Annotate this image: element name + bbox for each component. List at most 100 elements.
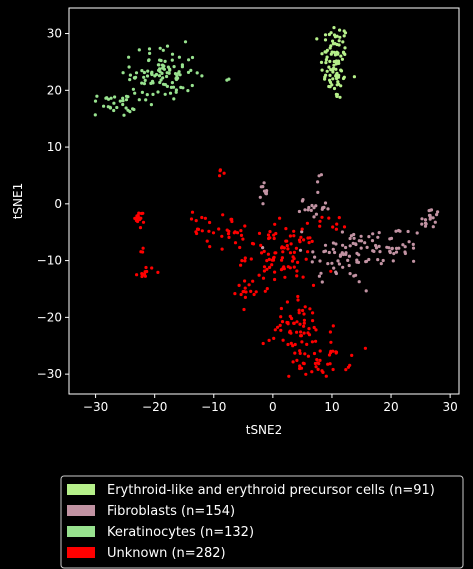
- data-point: [266, 233, 271, 237]
- data-point: [264, 190, 268, 194]
- data-point: [297, 209, 301, 214]
- data-point: [403, 251, 407, 256]
- data-point: [371, 249, 375, 253]
- data-point: [268, 265, 272, 269]
- data-point: [262, 181, 266, 185]
- data-point: [121, 96, 125, 100]
- data-point: [394, 246, 399, 250]
- legend: Erythroid-like and erythroid precursor c…: [60, 475, 464, 569]
- data-point: [170, 81, 174, 85]
- data-point: [323, 33, 328, 37]
- data-point: [112, 101, 116, 105]
- data-point: [340, 230, 344, 234]
- data-point: [165, 74, 169, 79]
- data-point: [332, 86, 337, 91]
- data-point: [318, 358, 322, 362]
- data-point: [331, 225, 335, 229]
- data-point: [165, 44, 170, 48]
- data-point: [243, 259, 247, 263]
- data-point: [285, 244, 289, 248]
- data-point: [239, 292, 243, 297]
- data-point: [348, 236, 352, 241]
- data-point: [318, 349, 322, 353]
- data-point: [268, 236, 272, 240]
- data-point: [378, 250, 382, 254]
- data-point: [348, 363, 352, 367]
- data-point: [142, 75, 146, 79]
- data-point: [332, 266, 336, 270]
- data-point: [326, 362, 330, 366]
- data-point: [428, 208, 432, 212]
- data-point: [112, 108, 116, 113]
- data-point: [126, 108, 130, 112]
- data-point: [273, 222, 277, 226]
- legend-box: [60, 475, 464, 569]
- data-point: [327, 32, 331, 37]
- x-tick-label: 30: [442, 400, 457, 414]
- data-point: [411, 246, 416, 250]
- data-point: [286, 247, 290, 251]
- data-point: [338, 35, 342, 39]
- data-point: [284, 239, 288, 243]
- data-point: [314, 339, 318, 343]
- data-point: [289, 341, 293, 345]
- y-tick-label: 10: [47, 140, 62, 154]
- data-point: [273, 277, 277, 282]
- data-point: [278, 216, 282, 220]
- data-point: [233, 292, 237, 296]
- data-point: [300, 230, 304, 234]
- data-point: [174, 88, 178, 92]
- data-point: [121, 99, 125, 103]
- data-point: [435, 213, 439, 217]
- data-point: [388, 237, 392, 241]
- x-axis: −30 −20 −10 0 10 20 30: [83, 394, 458, 414]
- data-point: [281, 250, 285, 254]
- data-point: [147, 58, 151, 62]
- data-point: [312, 325, 316, 330]
- data-point: [431, 216, 435, 220]
- data-point: [282, 246, 286, 250]
- data-point: [285, 300, 289, 304]
- data-point: [108, 105, 112, 109]
- x-tick-label: 20: [383, 400, 398, 414]
- data-point: [294, 246, 298, 250]
- data-point: [141, 246, 145, 250]
- data-point: [109, 96, 113, 100]
- data-point: [344, 245, 348, 250]
- data-point: [262, 269, 266, 273]
- data-point: [406, 229, 410, 234]
- data-point: [244, 290, 248, 294]
- x-tick-label: −30: [83, 400, 108, 414]
- data-point: [139, 211, 144, 216]
- data-point: [307, 205, 311, 210]
- data-point: [311, 311, 315, 315]
- data-point: [328, 46, 332, 50]
- data-point: [265, 287, 269, 291]
- data-point: [420, 217, 424, 221]
- data-point: [239, 229, 243, 233]
- data-point: [140, 81, 144, 85]
- data-point: [266, 252, 270, 256]
- data-point: [324, 58, 328, 62]
- y-axis-label: tSNE1: [11, 183, 25, 220]
- data-point: [147, 47, 152, 51]
- data-point: [320, 68, 324, 72]
- data-point: [283, 275, 287, 279]
- data-point: [309, 208, 313, 212]
- data-point: [326, 262, 330, 266]
- data-point: [158, 80, 162, 85]
- data-point: [288, 266, 292, 270]
- data-point: [423, 218, 428, 222]
- data-point: [150, 266, 154, 270]
- data-point: [168, 91, 173, 95]
- x-axis-label: tSNE2: [246, 423, 283, 437]
- data-point: [158, 46, 162, 50]
- data-point: [278, 323, 282, 327]
- data-point: [330, 83, 334, 87]
- legend-swatch: [67, 505, 95, 516]
- data-point: [170, 58, 174, 62]
- data-point: [288, 251, 293, 255]
- series-group: [315, 26, 356, 99]
- data-point: [115, 105, 119, 110]
- data-point: [296, 260, 300, 264]
